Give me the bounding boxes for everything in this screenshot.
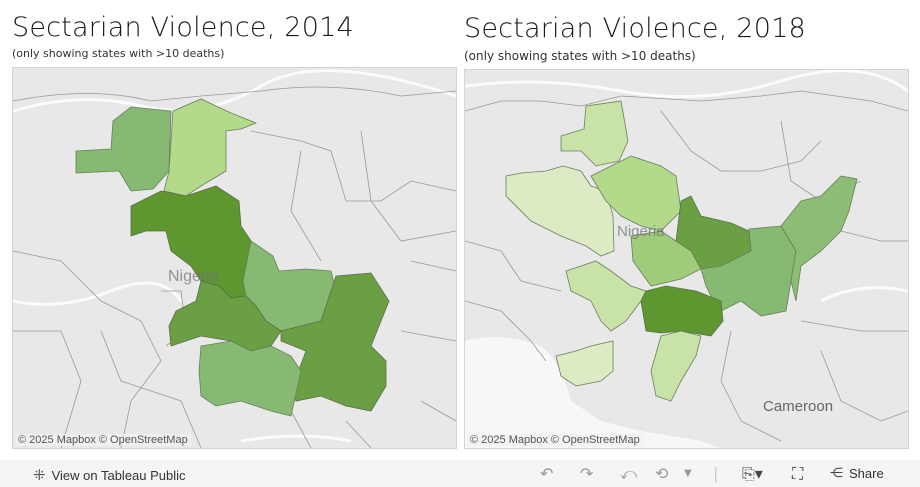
state-region: [780, 175, 858, 302]
share-icon: ⋲: [830, 465, 843, 480]
country-label: Nigeria: [168, 268, 219, 285]
state-region: [75, 106, 172, 192]
fullscreen-icon[interactable]: ⛶: [792, 464, 804, 483]
state-region: [505, 165, 615, 257]
left-map[interactable]: Nigeria © 2025 Mapbox © OpenStreetMap: [12, 67, 457, 449]
toolbar-divider: |: [713, 464, 719, 483]
state-region: [650, 330, 702, 402]
map-attribution[interactable]: © 2025 Mapbox © OpenStreetMap: [467, 434, 643, 446]
right-subtitle: (only showing states with >10 deaths): [464, 49, 696, 63]
neighbor-country-label: Cameroon: [763, 398, 834, 415]
tableau-toolbar: ⁜ View on Tableau Public ↶ ↷ ⤺ ⟲ ▼ | ⎘▾ …: [0, 460, 920, 487]
right-title: Sectarian Violence, 2018: [464, 13, 806, 44]
share-button[interactable]: ⋲ Share: [830, 465, 884, 481]
right-map-svg: [465, 70, 908, 448]
right-map[interactable]: Nigeria Cameroon © 2025 Mapbox © OpenStr…: [464, 69, 909, 449]
left-title: Sectarian Violence, 2014: [12, 12, 354, 43]
redo-icon[interactable]: ↷: [580, 464, 594, 483]
view-on-tableau-link[interactable]: ⁜ View on Tableau Public: [33, 466, 186, 484]
state-region: [640, 285, 724, 337]
refresh-icon[interactable]: ⟲: [655, 464, 669, 483]
map-attribution[interactable]: © 2025 Mapbox © OpenStreetMap: [15, 434, 191, 446]
state-region: [163, 98, 258, 197]
left-map-svg: [13, 69, 456, 448]
download-icon[interactable]: ⎘▾: [742, 464, 763, 483]
state-region: [560, 100, 629, 167]
undo-icon[interactable]: ↶: [540, 464, 554, 483]
tableau-logo-icon: ⁜: [33, 467, 46, 484]
state-region: [555, 340, 614, 387]
country-label: Nigeria: [617, 223, 665, 240]
left-subtitle: (only showing states with >10 deaths): [12, 47, 225, 60]
share-label: Share: [849, 465, 884, 481]
dropdown-icon[interactable]: ▼: [684, 468, 692, 479]
view-on-tableau-label: View on Tableau Public: [51, 467, 186, 483]
state-region: [565, 260, 647, 332]
state-region: [198, 340, 302, 417]
state-region: [590, 155, 682, 232]
state-region: [280, 272, 390, 412]
revert-icon[interactable]: ⤺: [620, 464, 638, 483]
